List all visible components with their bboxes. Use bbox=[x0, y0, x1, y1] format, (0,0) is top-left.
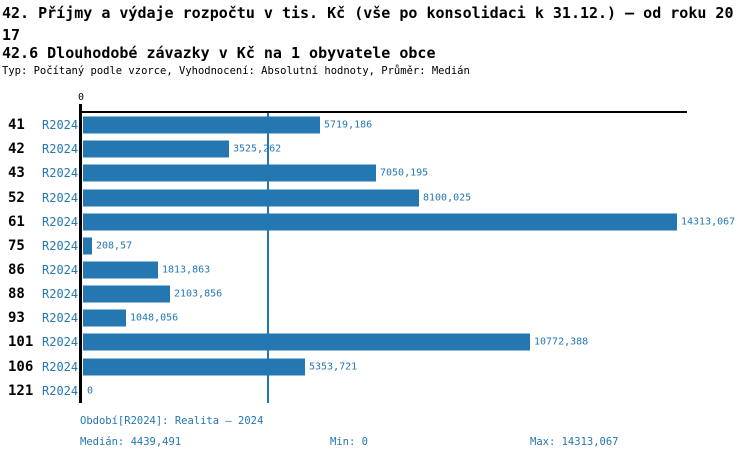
bar-value-label: 7050,195 bbox=[380, 167, 429, 179]
row-id-label: 121 bbox=[8, 382, 34, 399]
chart-row: 61 R2024 14313,067 bbox=[0, 210, 750, 234]
row-id-label: 101 bbox=[8, 334, 34, 351]
row-id-label: 43 bbox=[8, 165, 25, 182]
row-series-label: R2024 bbox=[42, 383, 79, 398]
bar bbox=[83, 358, 305, 376]
bar-value-label: 10772,388 bbox=[534, 336, 589, 348]
row-series-label: R2024 bbox=[42, 190, 79, 205]
bar-value-label: 1813,863 bbox=[162, 264, 211, 276]
row-series-label: R2024 bbox=[42, 118, 79, 133]
row-series-label: R2024 bbox=[42, 142, 79, 157]
chart-rows: 41 R2024 5719,186 42 R2024 3525,262 43 R… bbox=[0, 113, 750, 403]
bar-value-label: 1048,056 bbox=[130, 312, 179, 324]
row-id-label: 41 bbox=[8, 117, 25, 134]
chart-row: 52 R2024 8100,025 bbox=[0, 185, 750, 209]
bar bbox=[83, 333, 530, 351]
row-series-label: R2024 bbox=[42, 311, 79, 326]
row-series-label: R2024 bbox=[42, 335, 79, 350]
chart-meta-line: Typ: Počítaný podle vzorce, Vyhodnocení:… bbox=[2, 65, 470, 77]
row-id-label: 61 bbox=[8, 213, 25, 230]
row-id-label: 42 bbox=[8, 141, 25, 158]
chart-row: 43 R2024 7050,195 bbox=[0, 161, 750, 185]
page-title: 42. Příjmy a výdaje rozpočtu v tis. Kč (… bbox=[2, 2, 750, 46]
row-id-label: 86 bbox=[8, 262, 25, 279]
bar bbox=[83, 285, 170, 303]
chart-row: 41 R2024 5719,186 bbox=[0, 113, 750, 137]
max-stat-label: Max: 14313,067 bbox=[530, 436, 619, 448]
y-axis-line bbox=[79, 104, 82, 403]
chart-row: 88 R2024 2103,856 bbox=[0, 282, 750, 306]
row-series-label: R2024 bbox=[42, 214, 79, 229]
chart-row: 93 R2024 1048,056 bbox=[0, 306, 750, 330]
row-id-label: 52 bbox=[8, 189, 25, 206]
row-series-label: R2024 bbox=[42, 263, 79, 278]
bar bbox=[83, 309, 126, 327]
bar-value-label: 5353,721 bbox=[309, 361, 358, 373]
chart-row: 106 R2024 5353,721 bbox=[0, 355, 750, 379]
bar bbox=[83, 116, 320, 134]
chart-row: 42 R2024 3525,262 bbox=[0, 137, 750, 161]
bar-value-label: 5719,186 bbox=[324, 119, 373, 131]
bar bbox=[83, 189, 419, 207]
section-title: 42.6 Dlouhodobé závazky v Kč na 1 obyvat… bbox=[2, 44, 436, 62]
median-line bbox=[267, 113, 269, 403]
bar-value-label: 14313,067 bbox=[681, 216, 736, 228]
row-id-label: 88 bbox=[8, 286, 25, 303]
row-id-label: 106 bbox=[8, 358, 34, 375]
bar-value-label: 0 bbox=[87, 385, 94, 397]
row-id-label: 93 bbox=[8, 310, 25, 327]
bar bbox=[83, 213, 677, 231]
bar-value-label: 3525,262 bbox=[233, 143, 282, 155]
bar bbox=[83, 237, 92, 255]
bar-value-label: 2103,856 bbox=[174, 288, 223, 300]
chart-row: 86 R2024 1813,863 bbox=[0, 258, 750, 282]
row-series-label: R2024 bbox=[42, 359, 79, 374]
page-title-line1: 42. Příjmy a výdaje rozpočtu v tis. Kč (… bbox=[2, 4, 734, 22]
row-series-label: R2024 bbox=[42, 166, 79, 181]
chart-row: 121 R2024 0 bbox=[0, 379, 750, 403]
chart-row: 75 R2024 208,57 bbox=[0, 234, 750, 258]
row-id-label: 75 bbox=[8, 237, 25, 254]
row-series-label: R2024 bbox=[42, 287, 79, 302]
page-title-line2: 17 bbox=[2, 26, 21, 44]
median-stat-label: Medián: 4439,491 bbox=[80, 436, 182, 448]
min-stat-label: Min: 0 bbox=[330, 436, 368, 448]
bar bbox=[83, 164, 376, 182]
bar bbox=[83, 140, 229, 158]
row-series-label: R2024 bbox=[42, 238, 79, 253]
bar-value-label: 208,57 bbox=[96, 240, 133, 252]
chart-row: 101 R2024 10772,388 bbox=[0, 330, 750, 354]
bar-value-label: 8100,025 bbox=[423, 192, 472, 204]
period-label: Období[R2024]: Realita – 2024 bbox=[80, 415, 264, 427]
x-axis-line bbox=[79, 111, 687, 113]
x-axis-zero-tick-label: 0 bbox=[77, 92, 85, 103]
bar bbox=[83, 261, 158, 279]
